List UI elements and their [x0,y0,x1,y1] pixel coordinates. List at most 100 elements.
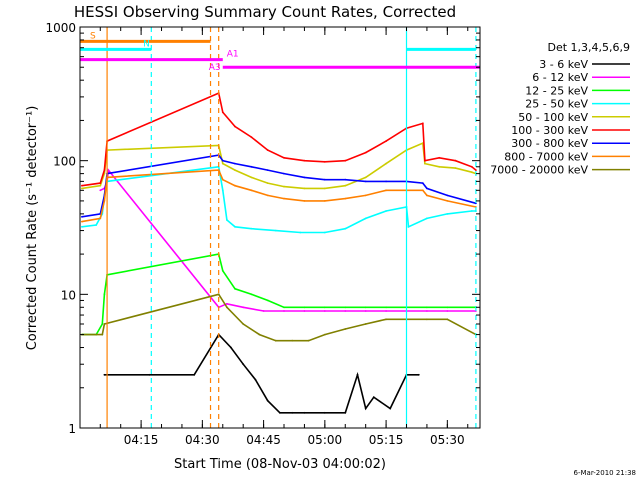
x-axis: 04:15 04:30 04:45 05:00 05:15 05:30 [99,27,469,447]
data-point-50-100-kev [424,162,426,165]
data-point-100-300-kev [421,122,424,125]
y-tick-label: 10 [61,288,76,302]
x-tick-label: 04:45 [246,433,281,447]
data-point-6-12-kev [242,306,245,309]
data-point-800-7000-kev [103,200,106,202]
data-point-800-7000-kev [250,189,253,192]
x-tick-label: 05:30 [430,433,465,447]
data-point-100-300-kev [103,169,106,172]
data-point-100-300-kev [385,140,387,143]
data-point-300-800-kev [250,165,253,168]
data-point-3-6-kev [148,373,151,376]
data-point-6-12-kev [364,310,367,312]
data-point-7000-20000-kev [426,318,428,321]
data-point-25-50-kev [81,225,83,228]
data-point-3-6-kev [230,346,232,349]
data-point-100-300-kev [266,149,269,152]
y-axis-label: Corrected Count Rate (s⁻¹ detector⁻¹) [25,106,40,351]
series-line-12-25-kev [81,253,476,336]
data-point-800-7000-kev [426,194,428,197]
data-point-50-100-kev [385,162,387,165]
data-point-800-7000-kev [364,194,367,197]
data-point-6-12-kev [426,310,428,312]
data-point-12-25-kev [446,306,449,309]
data-point-6-12-kev [385,310,387,312]
legend-title: Det 1,3,4,5,6,9 [547,41,630,54]
data-point-12-25-kev [344,306,347,309]
data-point-3-6-kev [266,399,269,402]
legend-label-7000-20000-kev: 7000 - 20000 keV [490,164,588,177]
data-point-800-7000-kev [234,184,236,187]
data-point-12-25-kev [250,293,253,296]
data-point-6-12-kev [107,169,110,172]
legend-label-12-25-kev: 12 - 25 keV [525,84,588,97]
data-point-12-25-kev [266,299,269,302]
data-point-3-6-kev [303,411,306,414]
legend-label-800-7000-kev: 800 - 7000 keV [504,150,588,163]
x-tick-label: 04:15 [124,433,159,447]
data-point-300-800-kev [446,194,449,197]
chart-title: HESSI Observing Summary Count Rates, Cor… [74,3,456,21]
data-point-50-100-kev [303,187,306,190]
data-point-7000-20000-kev [95,333,98,336]
data-point-25-50-kev [323,231,326,234]
data-point-25-50-kev [221,189,224,192]
data-point-6-12-kev [303,310,306,312]
data-point-50-100-kev [344,184,347,187]
data-point-3-6-kev [279,411,281,414]
data-point-3-6-kev [254,378,257,381]
data-point-7000-20000-kev [274,339,277,342]
data-point-25-50-kev [299,231,302,234]
data-point-7000-20000-kev [226,306,228,309]
data-point-50-100-kev [81,187,83,190]
series-line-300-800-kev [81,154,477,218]
footer-timestamp: 6-Mar-2010 21:38 [574,469,636,477]
data-point-25-50-kev [470,210,473,212]
data-point-300-800-kev [344,178,347,181]
data-point-6-12-kev [283,310,285,312]
data-point-25-50-kev [226,219,228,221]
data-point-25-50-kev [446,213,449,215]
data-point-12-25-kev [323,306,326,309]
data-point-6-12-kev [446,310,449,312]
x-tick-label: 05:00 [308,433,343,447]
data-point-25-50-kev [95,224,98,226]
data-point-7000-20000-kev [258,333,261,336]
data-point-800-7000-kev [81,220,83,223]
x-tick-label: 05:15 [369,433,404,447]
data-point-100-300-kev [470,165,473,168]
data-point-7000-20000-kev [323,333,326,336]
data-point-3-6-kev [344,411,347,414]
data-point-800-7000-kev [217,169,220,172]
data-point-100-300-kev [438,156,441,159]
data-point-7000-20000-kev [446,318,449,321]
data-point-100-300-kev [424,159,426,162]
vertical-marker-layer [106,27,477,428]
legend-label-3-6-kev: 3 - 6 keV [539,58,588,71]
data-point-50-100-kev [438,165,441,168]
data-point-100-300-kev [364,151,367,154]
data-point-800-7000-kev [323,200,326,202]
data-point-800-7000-kev [421,189,424,192]
data-point-7000-20000-kev [291,339,294,342]
attenuator-bar-layer: S N A1 A3 [80,31,480,73]
legend-label-25-50-kev: 25 - 50 keV [525,98,588,111]
data-point-100-300-kev [475,169,477,172]
data-point-12-25-kev [283,306,285,309]
series-line-800-7000-kev [81,169,477,223]
data-point-3-6-kev [364,407,367,410]
data-point-300-800-kev [81,215,83,218]
data-point-25-50-kev [426,217,428,220]
data-point-800-7000-kev [385,189,387,192]
data-point-25-50-kev [407,225,410,228]
y-tick-label: 1 [68,422,76,436]
data-point-100-300-kev [99,182,102,185]
data-point-100-300-kev [250,136,253,139]
data-point-7000-20000-kev [364,323,367,325]
data-point-25-50-kev [344,227,347,230]
data-point-12-25-kev [234,287,236,290]
data-point-7000-20000-kev [242,323,245,325]
y-axis: 1 10 100 1000 [45,21,480,436]
